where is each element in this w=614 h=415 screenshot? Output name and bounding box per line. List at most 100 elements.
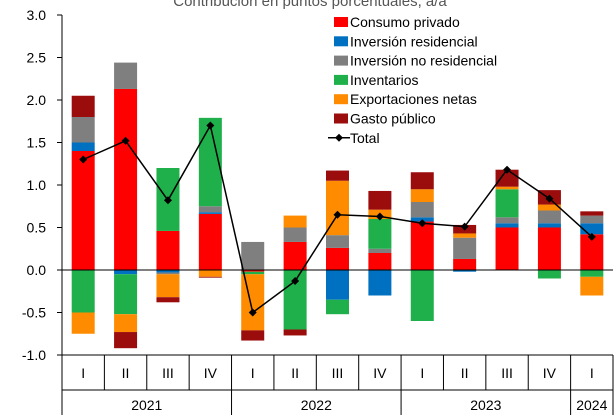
bar-segment (71, 117, 95, 143)
legend-swatch (334, 55, 348, 66)
bar-segment (71, 95, 95, 117)
bar-segment (156, 270, 180, 273)
x-tick-label: I (590, 365, 594, 381)
bar-segment (580, 234, 604, 270)
bar-segment (71, 142, 95, 151)
bar-segment (283, 215, 307, 228)
bar-segment (495, 217, 519, 224)
bar-segment (453, 270, 477, 272)
y-tick-label: 1.5 (27, 135, 47, 151)
total-marker (206, 121, 215, 130)
x-tick-label: II (461, 365, 469, 381)
chart-subtitle: Contribución en puntos porcentuales, a/a (173, 0, 447, 10)
bar-segment (580, 215, 604, 224)
y-tick-label: -1.0 (22, 347, 46, 363)
bar-segment (368, 219, 392, 249)
year-label: 2022 (301, 397, 332, 413)
x-tick-label: IV (373, 365, 387, 381)
total-marker (587, 232, 596, 241)
x-tick-label: I (81, 365, 85, 381)
bar-segment (368, 253, 392, 270)
x-tick-label: IV (204, 365, 218, 381)
bar-segment (580, 270, 604, 277)
x-tick-label: III (501, 365, 513, 381)
x-tick-label: III (332, 365, 344, 381)
bar-segment (580, 276, 604, 296)
bar-segment (537, 210, 561, 224)
bar-segment (410, 270, 434, 321)
legend-swatch (334, 74, 348, 85)
bar-segment (580, 211, 604, 216)
legend-label: Gasto público (350, 111, 436, 127)
y-tick-label: 2.0 (27, 92, 47, 108)
y-tick-label: 1.0 (27, 177, 47, 193)
y-tick-label: -0.5 (22, 305, 46, 321)
bar-segment (283, 227, 307, 242)
bar-segment (326, 235, 349, 248)
bar-segment (495, 227, 519, 270)
total-marker (121, 136, 130, 145)
x-tick-label: I (420, 365, 424, 381)
bar-segment (537, 223, 561, 228)
total-marker (333, 210, 342, 219)
bar-segment (410, 202, 434, 218)
bar-segment (156, 274, 180, 298)
bar-segment (368, 190, 392, 210)
bar-segment (241, 241, 265, 270)
bar-segment (198, 117, 222, 207)
bar-segment (537, 227, 561, 270)
bar-segment (495, 189, 519, 218)
total-marker (545, 194, 554, 203)
legend-label: Total (350, 130, 380, 146)
x-tick-label: I (251, 365, 255, 381)
bar-segment (410, 189, 434, 202)
bar-segment (326, 170, 349, 181)
bar-segment (114, 88, 138, 270)
bar-segment (537, 204, 561, 211)
bar-segment (156, 230, 180, 270)
bar-segment (537, 270, 561, 279)
year-label: 2021 (131, 397, 162, 413)
bar-segment (453, 258, 477, 270)
bar-segment (241, 274, 265, 331)
legend-marker (335, 133, 343, 142)
x-tick-label: III (162, 365, 174, 381)
bar-segment (495, 186, 519, 190)
bar-segment (326, 180, 349, 236)
total-marker (460, 222, 469, 231)
x-tick-label: IV (543, 365, 557, 381)
y-tick-label: 3.0 (27, 7, 47, 23)
total-marker (503, 165, 512, 174)
bar-segment (241, 270, 265, 272)
bar-segment (326, 247, 349, 270)
bar-segment (326, 299, 349, 315)
legend-label: Inversión no residencial (350, 53, 497, 69)
bar-segment (198, 213, 222, 270)
bar-segment (580, 223, 604, 235)
bar-segment (114, 314, 138, 333)
bar-segment (71, 151, 95, 270)
bar-segment (198, 276, 222, 278)
total-marker (291, 277, 300, 286)
year-label: 2024 (576, 397, 607, 413)
bar-segment (368, 248, 392, 253)
bar-segment (241, 330, 265, 341)
bar-segment (453, 233, 477, 238)
legend-swatch (334, 17, 348, 27)
bar-segment (283, 241, 307, 270)
bar-segment (71, 270, 95, 313)
legend-label: Consumo privado (350, 14, 460, 30)
legend-label: Inversión residencial (350, 33, 478, 49)
bar-segment (198, 270, 222, 277)
total-marker (375, 212, 384, 221)
year-label: 2023 (470, 397, 501, 413)
total-marker (79, 155, 88, 164)
total-marker (418, 219, 427, 228)
y-tick-label: 0.5 (27, 220, 47, 236)
bar-segment (71, 312, 95, 334)
x-tick-label: II (291, 365, 299, 381)
bar-segment (114, 62, 138, 89)
bar-segment (114, 270, 138, 275)
legend-swatch (334, 36, 348, 47)
